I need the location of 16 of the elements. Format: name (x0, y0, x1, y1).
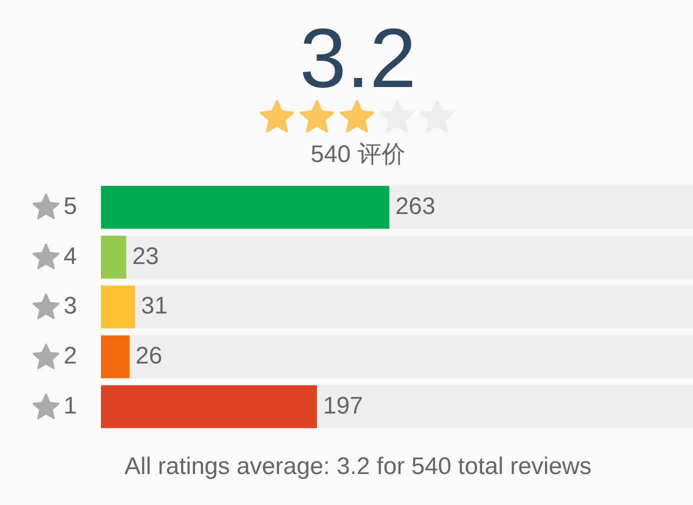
y-tick-label: 3 (64, 292, 77, 320)
data-label: 31 (140, 292, 168, 320)
chart-title: 3.2 (298, 10, 418, 107)
data-label: 263 (395, 192, 436, 220)
bar (101, 286, 135, 328)
text: All ratings average: 3.2 for 540 total reviews (124, 452, 592, 482)
chart-subtitle: 540 评价 (310, 140, 406, 170)
data-label: 26 (136, 342, 162, 370)
data-label: 197 (322, 392, 364, 420)
y-tick-label: 5 (64, 192, 77, 220)
bar (101, 335, 130, 378)
data-label: 23 (132, 242, 159, 270)
y-tick-label: 2 (64, 342, 77, 370)
bar (101, 236, 126, 279)
y-tick-label: 1 (64, 392, 77, 420)
y-tick-label: 4 (64, 242, 77, 270)
